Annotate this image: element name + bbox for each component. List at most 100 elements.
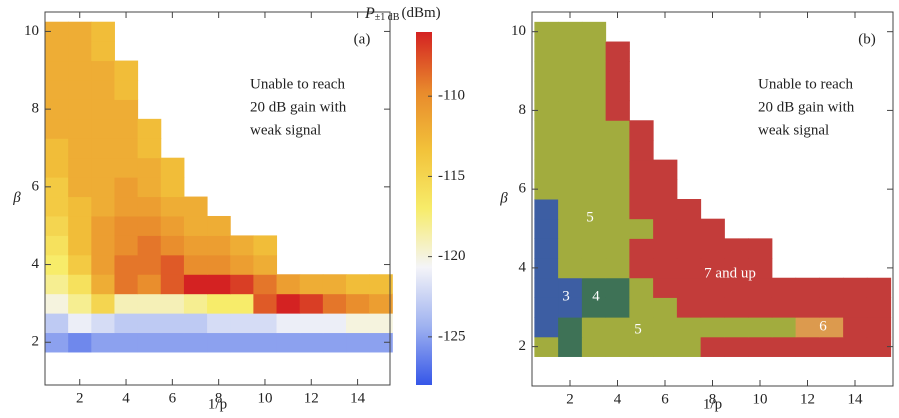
colorbar-label: P±1 dB (dBm) <box>364 5 441 24</box>
heat-cell <box>253 293 278 314</box>
heat-cell <box>230 313 254 334</box>
colorbar-subscript: ±1 dB <box>375 12 400 23</box>
colorbar-tick-label: -110 <box>438 88 465 104</box>
heat-cell <box>534 238 559 259</box>
heat-cell <box>68 293 92 314</box>
x-tick-label: 10 <box>257 390 272 406</box>
y-tick-label: 6 <box>32 178 40 194</box>
heat-cell <box>819 336 844 357</box>
heat-cell <box>45 254 69 275</box>
heat-cell <box>68 254 92 275</box>
heat-cell <box>160 293 185 314</box>
heat-cell <box>253 274 278 295</box>
heat-cell <box>605 297 630 318</box>
heat-cell <box>207 274 231 295</box>
heat-cell <box>724 258 749 279</box>
region-label: 3 <box>562 288 570 304</box>
heat-cell <box>91 41 115 62</box>
heat-cell <box>581 336 607 357</box>
heat-cell <box>68 274 92 295</box>
heat-cell <box>558 159 583 180</box>
heat-cell <box>629 218 654 239</box>
heat-cell <box>137 157 162 178</box>
heat-cell <box>137 254 162 275</box>
heat-cell <box>866 336 892 357</box>
heat-cell <box>605 258 630 279</box>
heat-cell <box>114 138 139 159</box>
heat-cell <box>322 332 347 353</box>
y-axis-label: β <box>12 190 21 206</box>
note: Unable to reach <box>250 76 345 92</box>
heat-cell <box>629 277 654 298</box>
heat-cell <box>558 139 583 161</box>
heat-cell <box>581 21 607 43</box>
heat-cell <box>45 21 69 42</box>
heat-cell <box>819 317 844 338</box>
heat-cell <box>843 336 868 357</box>
heat-cell <box>91 118 115 139</box>
heat-cell <box>534 218 559 239</box>
heat-cell <box>558 336 583 357</box>
heat-cell <box>581 179 607 200</box>
heat-cell <box>605 238 630 259</box>
heat-cell <box>581 238 607 259</box>
heat-cell <box>605 80 630 102</box>
heat-cell <box>137 196 162 217</box>
x-tick-label: 2 <box>566 391 574 407</box>
heat-cell <box>137 313 162 334</box>
heat-cell <box>114 293 139 314</box>
heat-cell <box>629 238 654 259</box>
heat-cell <box>629 139 654 161</box>
heat-cell <box>653 159 678 180</box>
heat-cell <box>230 293 254 314</box>
heat-cell <box>676 238 702 259</box>
heat-cell <box>346 274 370 295</box>
heat-cell <box>207 254 231 275</box>
heat-cell <box>369 332 393 353</box>
heat-cell <box>558 218 583 239</box>
heat-cell <box>653 179 678 200</box>
colorbar <box>416 32 432 385</box>
heat-cell <box>843 297 868 318</box>
heat-cell <box>700 336 725 357</box>
heat-cell <box>629 179 654 200</box>
heat-cell <box>534 297 559 318</box>
heat-cell <box>299 274 324 295</box>
y-tick-label: 6 <box>519 181 527 197</box>
heat-cell <box>160 313 185 334</box>
heat-cell <box>724 297 749 318</box>
heat-cell <box>45 274 69 295</box>
heat-cell <box>534 336 559 357</box>
heat-cell <box>299 313 324 334</box>
heat-cell <box>605 61 630 82</box>
heat-cell <box>771 336 797 357</box>
heat-cell <box>45 118 69 139</box>
heat-cell <box>558 100 583 121</box>
heat-cell <box>581 199 607 220</box>
heat-cell <box>230 235 254 256</box>
heat-cell <box>160 332 185 353</box>
heat-cell <box>137 118 162 139</box>
region-label: 7 and up <box>704 265 756 281</box>
heat-cell <box>700 238 725 259</box>
heat-cell <box>346 332 370 353</box>
heat-cell <box>68 60 92 81</box>
heat-cell <box>558 179 583 200</box>
heat-cell <box>137 215 162 236</box>
heat-cell <box>866 297 892 318</box>
x-tick-label: 10 <box>753 391 768 407</box>
heat-cell <box>160 157 185 178</box>
heat-cell <box>68 118 92 139</box>
colorbar-tick-label: -125 <box>438 328 466 344</box>
heat-cell <box>68 235 92 256</box>
heat-cell <box>795 317 820 338</box>
heat-cell <box>653 297 678 318</box>
heat-cell <box>183 254 208 275</box>
heat-cell <box>581 41 607 62</box>
x-tick-label: 12 <box>304 390 319 406</box>
heat-cell <box>748 297 773 318</box>
heat-cell <box>676 277 702 298</box>
region-label: 4 <box>592 288 600 304</box>
heat-cell <box>45 138 69 159</box>
heat-cell <box>346 293 370 314</box>
